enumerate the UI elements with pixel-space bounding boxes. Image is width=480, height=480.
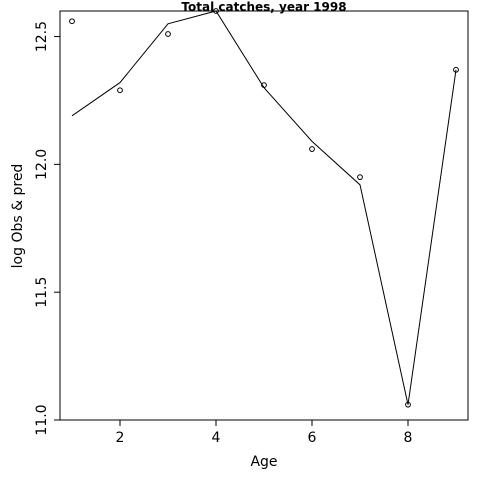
- x-tick-label: 8: [404, 430, 413, 446]
- data-point-obs: [405, 401, 411, 408]
- y-tick-label: 12.0: [34, 149, 50, 180]
- y-tick-label: 11.0: [34, 404, 50, 435]
- series-points-obs: [69, 8, 459, 408]
- data-point-obs: [261, 82, 267, 89]
- x-tick-label: 2: [116, 430, 125, 446]
- y-tick-label: 11.5: [34, 277, 50, 308]
- x-axis-label: Age: [250, 454, 277, 470]
- data-point-obs: [213, 8, 219, 14]
- data-point-obs: [309, 146, 315, 152]
- y-axis-label: log Obs & pred: [10, 164, 26, 269]
- x-axis: 2 4 6 8: [116, 420, 413, 446]
- data-point-obs: [357, 174, 363, 181]
- x-tick-label: 4: [212, 430, 221, 446]
- y-axis: 11.0 11.5 12.0 12.5: [34, 21, 60, 436]
- chart-title: Total catches, year 1998: [181, 0, 346, 14]
- data-point-obs: [69, 18, 75, 25]
- data-point-obs: [453, 66, 459, 73]
- y-tick-label: 12.5: [34, 21, 50, 52]
- plot-frame: [59, 10, 469, 421]
- data-point-obs: [165, 31, 171, 37]
- x-tick-label: 6: [308, 430, 317, 446]
- data-point-obs: [117, 87, 123, 94]
